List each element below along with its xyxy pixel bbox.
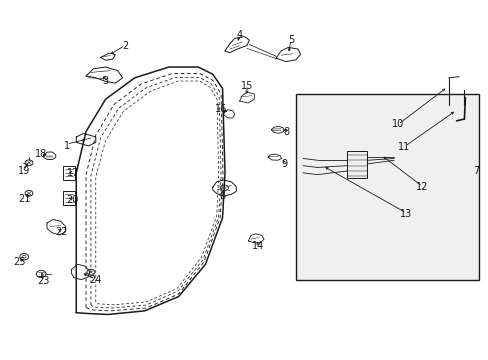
Text: 21: 21 bbox=[18, 194, 30, 204]
Text: 6: 6 bbox=[219, 191, 225, 201]
Bar bbox=[63, 191, 75, 205]
Text: 9: 9 bbox=[281, 159, 287, 169]
Text: 14: 14 bbox=[251, 241, 264, 251]
Text: 5: 5 bbox=[287, 35, 293, 45]
Text: 8: 8 bbox=[282, 127, 288, 136]
Text: 11: 11 bbox=[398, 142, 410, 152]
Text: 24: 24 bbox=[89, 275, 102, 285]
Text: 25: 25 bbox=[13, 257, 25, 267]
Text: 12: 12 bbox=[415, 182, 428, 192]
Text: 4: 4 bbox=[236, 30, 242, 40]
Bar bbox=[295, 94, 478, 280]
Text: 19: 19 bbox=[18, 166, 30, 176]
Text: 23: 23 bbox=[38, 276, 50, 286]
Text: 18: 18 bbox=[35, 149, 47, 159]
Bar bbox=[63, 166, 75, 180]
Text: 13: 13 bbox=[400, 209, 412, 219]
Text: 2: 2 bbox=[122, 41, 128, 50]
Text: 17: 17 bbox=[66, 168, 79, 178]
Text: 22: 22 bbox=[55, 227, 68, 237]
Text: 10: 10 bbox=[391, 120, 404, 129]
Text: 1: 1 bbox=[63, 141, 69, 151]
Text: 15: 15 bbox=[240, 81, 253, 91]
Text: 3: 3 bbox=[102, 76, 108, 86]
Bar bbox=[346, 151, 366, 178]
Text: 20: 20 bbox=[66, 195, 79, 205]
Text: 16: 16 bbox=[215, 104, 227, 114]
Text: 7: 7 bbox=[472, 166, 478, 176]
